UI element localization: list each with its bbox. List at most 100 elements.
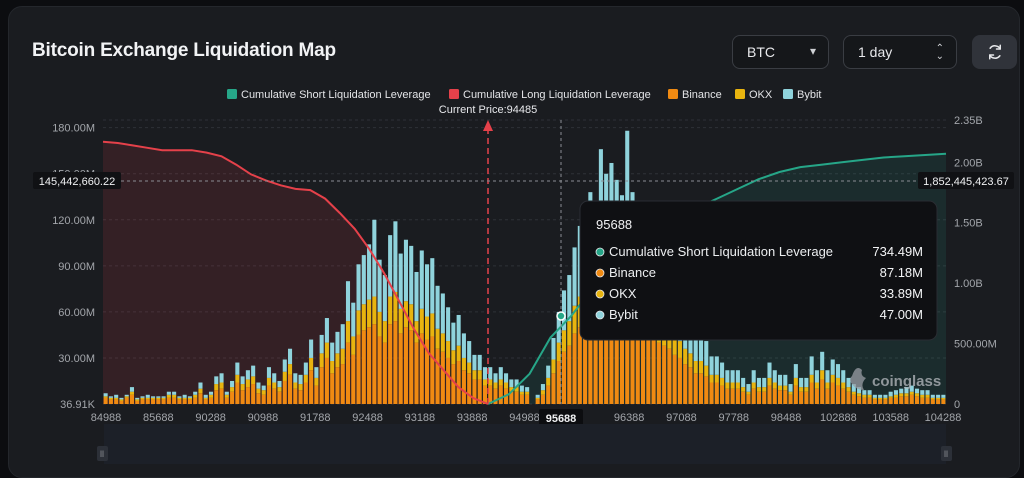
y-left-tick-4: 60.00M <box>58 307 95 319</box>
bar-okx-20 <box>208 394 214 398</box>
x-tick-5: 92488 <box>352 412 383 424</box>
bar-binance-55 <box>393 321 398 404</box>
y-axis-right: 2.35B 2.00B 1.50B 1.00B 500.00M 0 <box>954 115 997 411</box>
bar-bybit-99 <box>625 130 630 269</box>
bar-okx-85 <box>551 359 556 374</box>
bar-bybit-116 <box>714 356 719 375</box>
bar-bybit-122 <box>746 384 751 392</box>
bar-bybit-20 <box>208 391 214 395</box>
tooltip-dot-1 <box>595 268 605 278</box>
range-slider-left-handle[interactable] <box>97 446 108 461</box>
crosshair-left-value: 145,442,660.22 <box>39 176 115 188</box>
bar-binance-11 <box>161 399 166 404</box>
bar-binance-110 <box>683 364 688 404</box>
bar-bybit-145 <box>867 390 872 395</box>
bar-bybit-60 <box>419 250 424 309</box>
bar-okx-131 <box>793 377 798 386</box>
bar-binance-95 <box>604 314 609 404</box>
bar-binance-107 <box>667 348 672 404</box>
bar-okx-29 <box>256 388 261 394</box>
bar-okx-148 <box>883 397 888 400</box>
bar-okx-30 <box>261 390 266 395</box>
bar-binance-28 <box>251 384 256 404</box>
bar-okx-9 <box>151 397 156 400</box>
tooltip-dot-3 <box>595 310 605 320</box>
bar-okx-5 <box>129 391 135 395</box>
bar-binance-15 <box>182 399 187 404</box>
bar-binance-114 <box>704 376 709 404</box>
bar-binance-120 <box>735 388 740 404</box>
refresh-icon <box>988 44 1001 60</box>
bar-binance-139 <box>835 385 841 404</box>
bar-binance-85 <box>551 373 556 404</box>
refresh-button[interactable] <box>972 35 1017 69</box>
bar-bybit-150 <box>893 390 898 395</box>
bar-bybit-2 <box>114 394 119 398</box>
bar-binance-104 <box>651 336 656 404</box>
bar-bybit-50 <box>367 244 372 300</box>
crosshair-x-value: 95688 <box>546 413 577 425</box>
tooltip-row-value-1: 87.18M <box>880 265 923 280</box>
bar-bybit-138 <box>830 359 835 375</box>
bar-okx-41 <box>319 353 324 368</box>
bar-okx-145 <box>867 394 872 398</box>
bar-binance-158 <box>936 399 941 404</box>
tooltip-title: 95688 <box>596 217 632 232</box>
bar-binance-66 <box>451 364 456 404</box>
bar-bybit-70 <box>472 354 477 371</box>
bar-okx-26 <box>240 384 245 391</box>
bar-binance-57 <box>403 327 408 404</box>
bar-okx-76 <box>504 382 509 389</box>
bar-binance-45 <box>340 364 345 404</box>
crosshair-x-badge <box>539 409 583 427</box>
bar-binance-112 <box>693 373 698 404</box>
bar-okx-4 <box>124 396 129 398</box>
bar-okx-125 <box>762 387 767 392</box>
coin-select[interactable]: BTC ▾ <box>732 35 829 69</box>
bar-okx-135 <box>814 382 819 389</box>
range-slider-right-handle[interactable] <box>941 446 952 461</box>
bar-bybit-120 <box>735 370 740 383</box>
bar-okx-117 <box>720 377 725 386</box>
bar-binance-156 <box>925 397 930 404</box>
bar-binance-7 <box>140 399 145 404</box>
bar-okx-39 <box>309 357 314 371</box>
bar-okx-80 <box>525 391 530 395</box>
bar-bybit-0 <box>103 393 108 397</box>
bar-okx-133 <box>804 387 809 392</box>
bar-okx-115 <box>709 374 714 383</box>
bar-okx-86 <box>556 342 561 362</box>
bar-binance-40 <box>314 385 319 404</box>
bar-okx-2 <box>114 397 119 400</box>
bar-okx-27 <box>245 379 250 388</box>
bar-binance-86 <box>556 361 561 404</box>
range-slider-track[interactable] <box>104 424 946 464</box>
bar-bybit-49 <box>361 255 366 305</box>
x-tick-12: 97788 <box>718 412 749 424</box>
x-tick-6: 93188 <box>405 412 436 424</box>
y-left-tick-6: 36.91K <box>60 399 96 411</box>
bar-okx-152 <box>904 393 909 397</box>
bar-bybit-121 <box>741 377 746 388</box>
bar-bybit-125 <box>762 377 767 388</box>
bar-bybit-134 <box>809 356 814 375</box>
bar-binance-0 <box>103 397 108 404</box>
bar-bybit-4 <box>124 394 129 397</box>
bar-binance-16 <box>187 399 192 404</box>
bar-binance-99 <box>625 305 630 404</box>
liquidation-chart[interactable]: Cumulative Short Liquidation Leverage Cum… <box>0 0 1024 464</box>
tooltip-dot-0 <box>595 247 605 257</box>
bar-binance-149 <box>888 397 893 404</box>
range-select[interactable]: 1 day ⌃ ⌄ <box>843 35 957 69</box>
bar-okx-45 <box>340 348 345 365</box>
bar-bybit-143 <box>857 387 862 394</box>
bar-okx-58 <box>409 304 414 331</box>
bar-okx-36 <box>293 382 298 389</box>
bar-bybit-113 <box>698 333 704 362</box>
bar-binance-88 <box>567 345 572 404</box>
bar-okx-156 <box>925 394 930 398</box>
bar-bybit-75 <box>498 367 503 380</box>
bar-binance-60 <box>419 333 424 404</box>
bar-okx-155 <box>920 394 925 398</box>
bar-bybit-54 <box>388 235 393 297</box>
